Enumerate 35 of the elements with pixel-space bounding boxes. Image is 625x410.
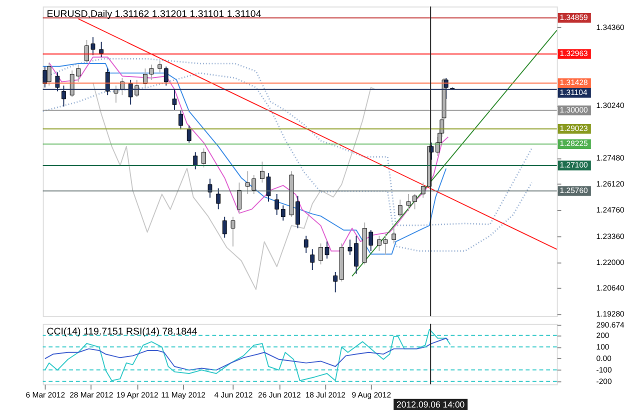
chart-title: CCI(14) 119.7151 RSI(14) 78.1844 xyxy=(46,326,198,338)
x-tick-label: 4 Jun 2012 xyxy=(214,390,253,400)
x-tick-label: 26 Jun 2012 xyxy=(258,390,301,400)
y-tick-label: 1.20640 xyxy=(596,284,625,293)
y-tick-label: 1.27480 xyxy=(596,154,625,163)
ref-line-label: 1.32963 xyxy=(560,48,588,58)
y-tick-label: -200 xyxy=(596,376,613,386)
y-tick-label: 200 xyxy=(596,330,610,340)
x-tick-label: 18 Jul 2012 xyxy=(305,390,346,400)
y-tick-label: 1.30240 xyxy=(596,101,625,110)
ref-line-label: 1.25760 xyxy=(560,186,589,195)
ref-line-label: 1.29023 xyxy=(560,124,588,133)
x-tick-label: 19 Apr 2012 xyxy=(116,390,158,400)
ref-line-label: 2012.09.06 14:00 xyxy=(396,400,465,410)
ref-line-label: 1.27100 xyxy=(560,160,589,170)
x-tick-label: 9 Aug 2012 xyxy=(352,390,392,400)
y-tick-label: 1.22000 xyxy=(596,258,625,267)
x-tick-label: 28 Mar 2012 xyxy=(70,390,114,400)
y-tick-label: -100 xyxy=(596,365,613,374)
y-tick-label: 100 xyxy=(596,342,610,352)
ref-line-label: 1.30000 xyxy=(560,105,589,114)
y-tick-label: 1.26120 xyxy=(596,180,625,189)
ref-line-label: 1.28225 xyxy=(560,139,588,148)
y-tick-label: 1.23360 xyxy=(596,232,625,242)
x-tick-label: 11 May 2012 xyxy=(161,390,206,400)
y-tick-label: 1.34360 xyxy=(596,22,625,32)
y-tick-label: 0.00 xyxy=(596,354,612,363)
ref-line-label: 1.31428 xyxy=(560,78,588,88)
y-tick-label: 290.674 xyxy=(596,320,625,330)
ref-line-label: 1.31104 xyxy=(560,88,588,97)
chart-title: EURUSD,Daily 1.31162 1.31201 1.31101 1.31104 xyxy=(46,9,262,20)
y-tick-label: 1.19280 xyxy=(596,310,625,319)
y-tick-label: 1.24760 xyxy=(596,205,625,214)
x-tick-label: 6 Mar 2012 xyxy=(26,390,66,400)
ref-line-label: 1.34859 xyxy=(560,12,588,22)
